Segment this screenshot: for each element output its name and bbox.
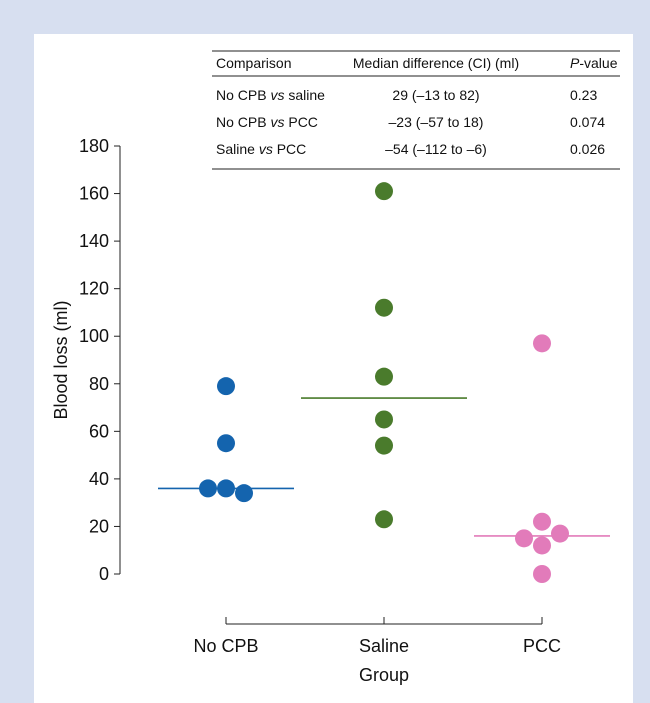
data-point xyxy=(217,434,235,453)
table-header-0: Comparison xyxy=(216,55,291,71)
table-cell-vs: vs xyxy=(270,114,284,130)
y-tick-label: 80 xyxy=(89,374,109,394)
data-point xyxy=(375,410,393,429)
table-cell-vs: vs xyxy=(270,87,284,103)
table-cell-b: PCC xyxy=(277,141,307,157)
x-tick-label-no-cpb: No CPB xyxy=(193,636,258,656)
table-header-text: Median difference (CI) (ml) xyxy=(353,55,519,71)
y-axis-title: Blood loss (ml) xyxy=(51,300,71,419)
table-header-2: P-value xyxy=(570,55,618,71)
data-point xyxy=(533,512,551,531)
table-cell-b: PCC xyxy=(288,114,318,130)
data-point xyxy=(375,510,393,529)
x-axis-title: Group xyxy=(359,665,409,685)
y-tick-label: 40 xyxy=(89,469,109,489)
table-row-p-value: 0.23 xyxy=(570,87,597,103)
table-header-1: Median difference (CI) (ml) xyxy=(353,55,519,71)
table-row-median-difference: –23 (–57 to 18) xyxy=(389,114,484,130)
table-row-comparison: No CPB vs PCC xyxy=(216,114,318,130)
y-tick-label: 120 xyxy=(79,279,109,299)
y-tick-label: 160 xyxy=(79,184,109,204)
table-row-median-difference: –54 (–112 to –6) xyxy=(385,141,487,157)
y-tick-label: 20 xyxy=(89,516,109,536)
x-tick-label-saline: Saline xyxy=(359,636,409,656)
data-point xyxy=(375,367,393,386)
data-point xyxy=(235,484,253,503)
figure-panel: 0 20 40 60 80 100 120 140 160 180 No CPB Saline PCC G… xyxy=(34,34,633,703)
y-tick-label: 100 xyxy=(79,326,109,346)
data-point xyxy=(515,529,533,548)
table-row-comparison: Saline vs PCC xyxy=(216,141,306,157)
table-cell-a: No CPB xyxy=(216,114,267,130)
data-point xyxy=(217,377,235,396)
table-header-italic: P xyxy=(570,55,580,71)
data-point xyxy=(217,479,235,498)
y-tick-label: 180 xyxy=(79,136,109,156)
data-point xyxy=(551,524,569,543)
data-point xyxy=(533,565,551,583)
table-cell-vs: vs xyxy=(259,141,273,157)
table-row-comparison: No CPB vs saline xyxy=(216,87,325,103)
blood-loss-chart: 0 20 40 60 80 100 120 140 160 180 No CPB Saline PCC G… xyxy=(51,50,620,685)
table-header-text: -value xyxy=(579,55,617,71)
table-cell-a: No CPB xyxy=(216,87,267,103)
table-row-p-value: 0.074 xyxy=(570,114,605,130)
data-point xyxy=(375,182,393,201)
table-cell-b: saline xyxy=(288,87,325,103)
table-cell-a: Saline xyxy=(216,141,255,157)
data-point xyxy=(199,479,217,498)
data-point xyxy=(533,334,551,353)
y-tick-label: 0 xyxy=(99,564,109,584)
data-point xyxy=(375,298,393,317)
table-row-p-value: 0.026 xyxy=(570,141,605,157)
y-tick-label: 140 xyxy=(79,231,109,251)
y-tick-label: 60 xyxy=(89,421,109,441)
data-point xyxy=(533,536,551,555)
table-header-text: Comparison xyxy=(216,55,291,71)
table-row-median-difference: 29 (–13 to 82) xyxy=(392,87,479,103)
data-point xyxy=(375,436,393,455)
x-tick-label-pcc: PCC xyxy=(523,636,561,656)
